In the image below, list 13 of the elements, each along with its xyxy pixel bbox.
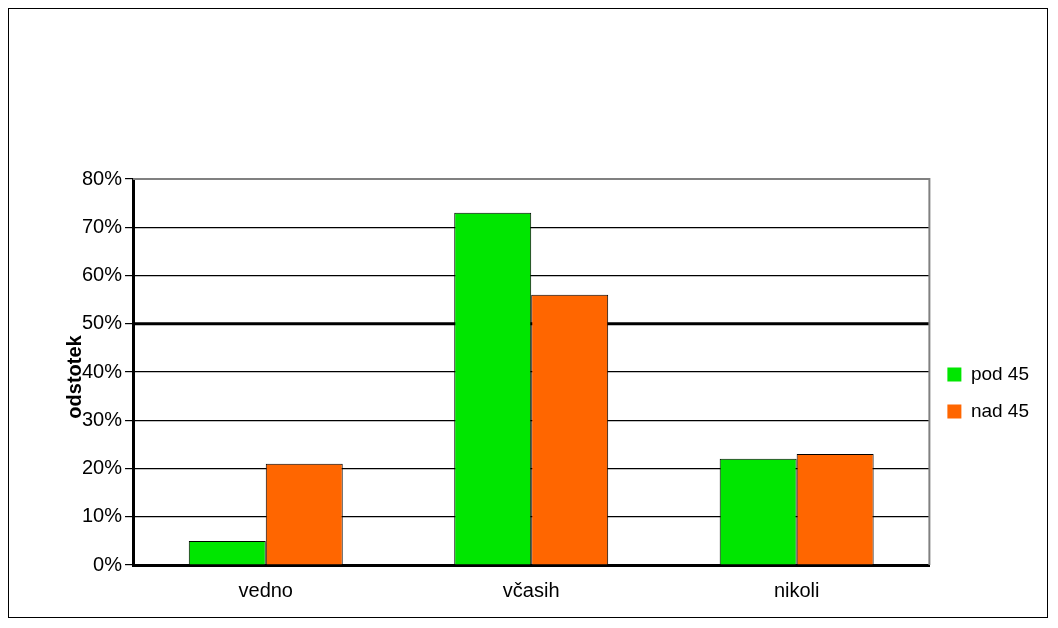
y-tick-label: 20% [82,456,123,479]
legend-label: pod 45 [970,362,1030,384]
legend-label: nad 45 [970,399,1030,421]
x-tick-label: vedno [238,578,294,601]
y-tick-label: 10% [82,504,123,527]
y-tick-label: 0% [93,552,123,575]
y-tick-label: 50% [82,311,123,334]
x-tick-label: nikoli [773,578,820,601]
y-tick-label: 80% [82,166,123,189]
x-tick-label: včasih [502,578,560,601]
y-tick-label: 70% [82,214,123,237]
y-tick-label: 60% [82,263,123,286]
y-tick-label: 30% [82,407,123,430]
